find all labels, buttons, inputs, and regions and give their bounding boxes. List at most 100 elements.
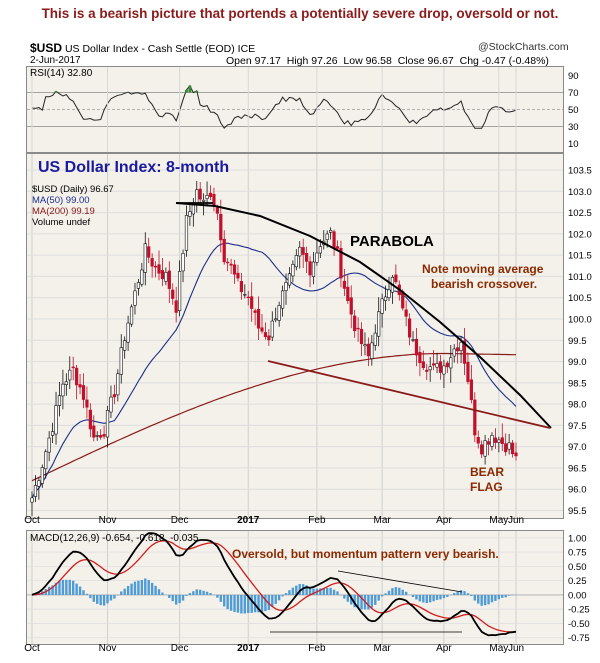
candle-body — [102, 434, 106, 437]
candle-body — [359, 328, 364, 345]
price-layer — [30, 180, 552, 517]
macd-histogram-bar — [483, 594, 487, 606]
macd-trendline — [337, 570, 463, 593]
macd-histogram-bar — [85, 593, 89, 595]
macd-histogram-bar — [102, 594, 106, 606]
macd-histogram-bar — [106, 594, 109, 604]
candle-body — [136, 282, 141, 289]
macd-histogram-bar — [157, 589, 161, 595]
candle-body — [462, 340, 467, 364]
price-tick-label: 103.0 — [568, 187, 592, 198]
macd-histogram-bar — [47, 586, 51, 595]
candle-body — [30, 497, 34, 503]
candle-body — [421, 361, 425, 369]
candle-body — [490, 435, 494, 447]
candle-body — [44, 451, 48, 470]
candle-body — [253, 310, 257, 313]
note-line-1: Note moving average — [422, 262, 544, 276]
macd-histogram-bar — [233, 594, 236, 613]
macd-histogram-bar — [198, 589, 202, 595]
candle-body — [291, 264, 295, 277]
month-label: Dec — [171, 515, 189, 526]
macd-histogram-bar — [58, 581, 61, 595]
candle-body — [469, 379, 473, 401]
candle-body — [346, 286, 350, 301]
price-tick-label: 99.0 — [568, 357, 587, 368]
candle-body — [116, 373, 120, 396]
rsi-tick-label: 30 — [568, 122, 579, 133]
legend-ma200: MA(200) 99.19 — [32, 206, 95, 217]
candle-body — [456, 347, 460, 352]
rsi-line — [31, 84, 517, 129]
rsi-tick-label: 50 — [568, 105, 579, 116]
candle-body — [164, 272, 168, 282]
candle-body — [284, 282, 288, 291]
candle-body — [191, 204, 195, 215]
macd-histogram-bar — [120, 591, 123, 595]
macd-histogram-bar — [490, 594, 494, 603]
macd-histogram-bar — [428, 594, 432, 603]
candle-body — [301, 247, 305, 255]
macd-histogram-bar — [477, 594, 480, 604]
macd-histogram-bar — [137, 580, 140, 595]
macd-histogram-bar — [281, 594, 284, 597]
candle-body — [438, 361, 443, 373]
candle-body — [311, 261, 316, 277]
macd-histogram-bar — [504, 594, 507, 598]
macd-month-label: 2017 — [237, 643, 260, 654]
candle-body — [425, 369, 429, 372]
macd-histogram-bar — [209, 593, 212, 595]
macd-histogram-bar — [459, 590, 463, 595]
rsi-layer — [27, 84, 563, 129]
macd-histogram-bar — [202, 590, 205, 595]
price-tick-label: 98.0 — [568, 400, 587, 411]
candle-body — [226, 261, 230, 264]
legend-usd: $USD (Daily) 96.67 — [32, 184, 114, 195]
rsi-label: RSI(14) 32.80 — [30, 68, 93, 79]
macd-histogram-bar — [463, 591, 466, 595]
candle-body — [171, 289, 175, 299]
candle-body — [476, 436, 480, 444]
candle-body — [325, 233, 329, 240]
candle-body — [236, 272, 240, 279]
candle-body — [40, 467, 44, 484]
macd-month-label: Dec — [171, 643, 189, 654]
macd-histogram-bar — [247, 594, 250, 614]
candle-body — [370, 342, 374, 359]
macd-histogram-bar — [82, 590, 85, 595]
candle-body — [339, 248, 343, 279]
candle-body — [442, 365, 446, 375]
macd-panel — [26, 530, 564, 645]
macd-tick-label: 0.50 — [568, 562, 587, 573]
candle-body — [294, 255, 298, 268]
macd-histogram-bar — [78, 586, 82, 595]
chg-label: Chg — [459, 55, 479, 67]
macd-histogram-bar — [497, 594, 501, 600]
tick-layer: Oct Oct Nov Nov Dec Dec 2017 2017 Feb Feb Mar Mar Ap… — [24, 71, 592, 654]
candle-body — [305, 253, 309, 262]
candle-body — [198, 188, 202, 200]
macd-month-label: May — [489, 643, 508, 654]
macd-histogram-bar — [415, 594, 418, 600]
macd-histogram-bar — [51, 585, 54, 595]
rsi-tick-label: 10 — [568, 139, 579, 150]
macd-histogram-bar — [432, 594, 435, 602]
candle-body — [514, 452, 518, 457]
chg-value: -0.47 (-0.48%) — [481, 55, 549, 67]
month-label: Jun — [508, 515, 524, 526]
macd-histogram-bar — [487, 594, 490, 605]
candle-body — [387, 289, 391, 298]
macd-histogram-bar — [305, 585, 308, 595]
low-label: Low — [343, 55, 363, 67]
macd-histogram-bar — [168, 594, 171, 598]
macd-month-label: Apr — [436, 643, 452, 654]
macd-histogram-bar — [284, 593, 288, 595]
macd-histogram-bar — [425, 594, 428, 604]
high-value: 97.26 — [311, 55, 338, 67]
macd-histogram-bar — [174, 594, 178, 605]
month-label: Feb — [308, 515, 326, 526]
macd-signal-line — [31, 540, 517, 633]
macd-tick-label: 1.00 — [568, 533, 587, 544]
candle-body — [33, 485, 38, 497]
